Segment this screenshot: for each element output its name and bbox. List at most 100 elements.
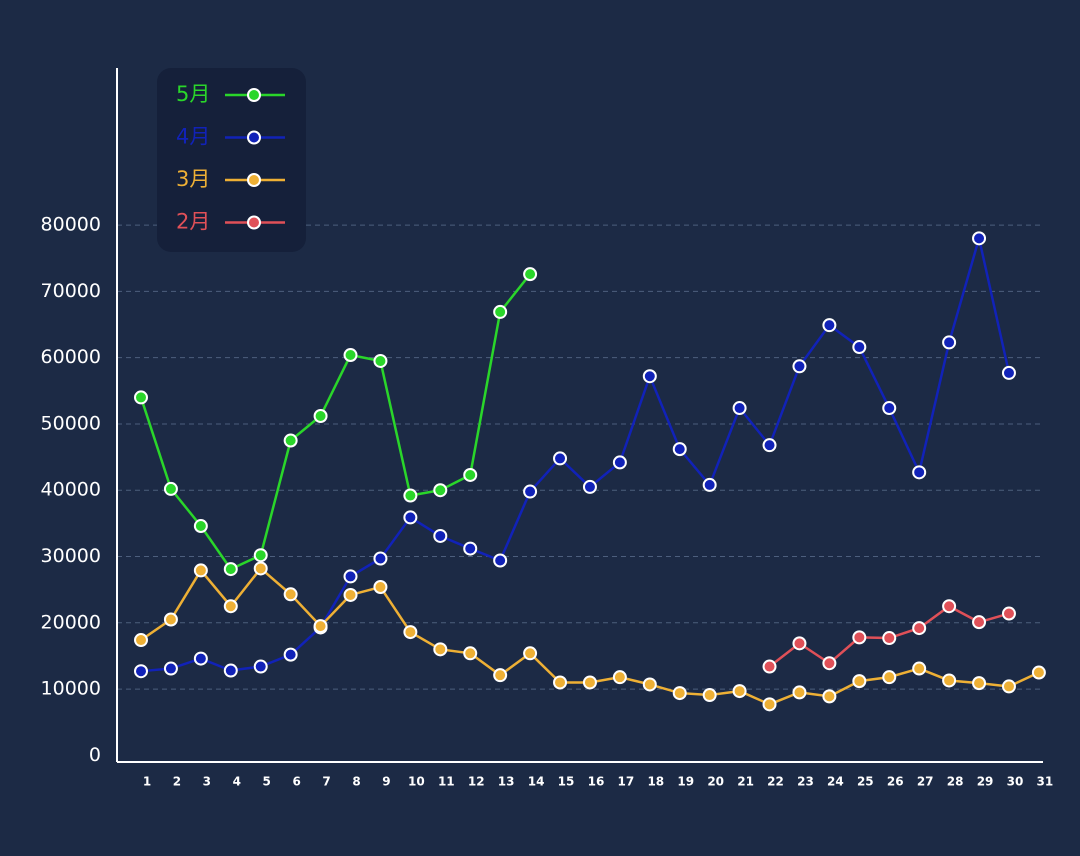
data-point [373, 580, 388, 595]
data-point [193, 519, 208, 534]
data-point [762, 659, 777, 674]
data-point [193, 651, 208, 666]
data-point [1001, 679, 1016, 694]
x-tick-label: 5 [263, 775, 271, 789]
x-tick-label: 3 [203, 775, 211, 789]
data-point [523, 484, 538, 499]
x-tick-label: 28 [947, 775, 964, 789]
data-point [762, 697, 777, 712]
data-point [942, 673, 957, 688]
data-point [732, 401, 747, 416]
x-tick-label: 11 [438, 775, 455, 789]
data-point [672, 686, 687, 701]
data-point [553, 451, 568, 466]
data-point [134, 390, 148, 405]
data-point [523, 646, 538, 661]
data-point [912, 621, 927, 636]
x-tick-label: 12 [468, 775, 485, 789]
data-point [882, 631, 897, 646]
data-point [792, 359, 807, 374]
data-point [373, 551, 388, 566]
x-tick-label: 17 [618, 775, 635, 789]
data-point [463, 467, 478, 482]
data-point [134, 664, 148, 679]
data-point [253, 548, 268, 563]
legend-marker [247, 173, 261, 187]
data-point [163, 612, 178, 627]
x-tick-label: 10 [408, 775, 425, 789]
data-point [403, 625, 418, 640]
data-point [283, 587, 298, 602]
data-point [433, 483, 448, 498]
data-point [702, 477, 717, 492]
data-point [732, 684, 747, 699]
x-tick-label: 27 [917, 775, 934, 789]
data-point [852, 630, 867, 645]
x-tick-label: 30 [1007, 775, 1024, 789]
data-point [792, 636, 807, 651]
data-point [343, 569, 358, 584]
x-tick-label: 13 [498, 775, 515, 789]
x-tick-label: 2 [173, 775, 181, 789]
data-point [852, 674, 867, 689]
data-point [642, 677, 657, 692]
x-tick-label: 29 [977, 775, 994, 789]
data-point [493, 553, 508, 568]
y-tick-label: 40000 [41, 479, 101, 501]
x-tick-label: 20 [707, 775, 724, 789]
data-point [612, 670, 627, 685]
y-tick-label: 60000 [41, 346, 101, 368]
data-point [253, 561, 268, 576]
data-point [582, 675, 597, 690]
data-point [582, 479, 597, 494]
data-point [223, 599, 238, 614]
legend-label: 3月 [176, 167, 210, 191]
legend-marker [247, 88, 261, 102]
x-tick-label: 4 [233, 775, 241, 789]
data-point [283, 647, 298, 662]
y-tick-label: 20000 [41, 611, 101, 633]
x-tick-label: 21 [737, 775, 754, 789]
data-point [493, 668, 508, 683]
x-tick-label: 22 [767, 775, 784, 789]
data-point [762, 438, 777, 453]
data-point [1031, 665, 1046, 680]
x-tick-label: 15 [558, 775, 575, 789]
y-tick-label: 80000 [41, 214, 101, 236]
x-tick-label: 7 [322, 775, 330, 789]
x-tick-label: 9 [382, 775, 390, 789]
x-tick-label: 14 [528, 775, 545, 789]
data-point [283, 433, 298, 448]
data-point [612, 455, 627, 470]
data-point [882, 670, 897, 685]
y-tick-label: 50000 [41, 412, 101, 434]
data-point [463, 541, 478, 556]
data-point [223, 562, 238, 577]
data-point [403, 488, 418, 503]
data-point [642, 369, 657, 384]
legend-label: 5月 [176, 82, 210, 106]
x-tick-label: 24 [827, 775, 844, 789]
y-tick-label: 10000 [41, 678, 101, 700]
x-tick-label: 1 [143, 775, 151, 789]
data-point [912, 661, 927, 676]
data-point [822, 689, 837, 704]
data-point [912, 465, 927, 480]
data-point [792, 685, 807, 700]
data-point [972, 231, 987, 246]
data-point [313, 408, 328, 423]
x-tick-label: 31 [1037, 775, 1054, 789]
data-point [193, 563, 208, 578]
y-tick-label: 70000 [41, 280, 101, 302]
data-point [942, 599, 957, 614]
data-point [1001, 606, 1016, 621]
data-point [972, 676, 987, 691]
data-point [343, 587, 358, 602]
data-point [702, 688, 717, 703]
data-point [163, 661, 178, 676]
data-point [553, 675, 568, 690]
data-point [313, 619, 328, 634]
data-point [822, 656, 837, 671]
x-tick-label: 25 [857, 775, 874, 789]
